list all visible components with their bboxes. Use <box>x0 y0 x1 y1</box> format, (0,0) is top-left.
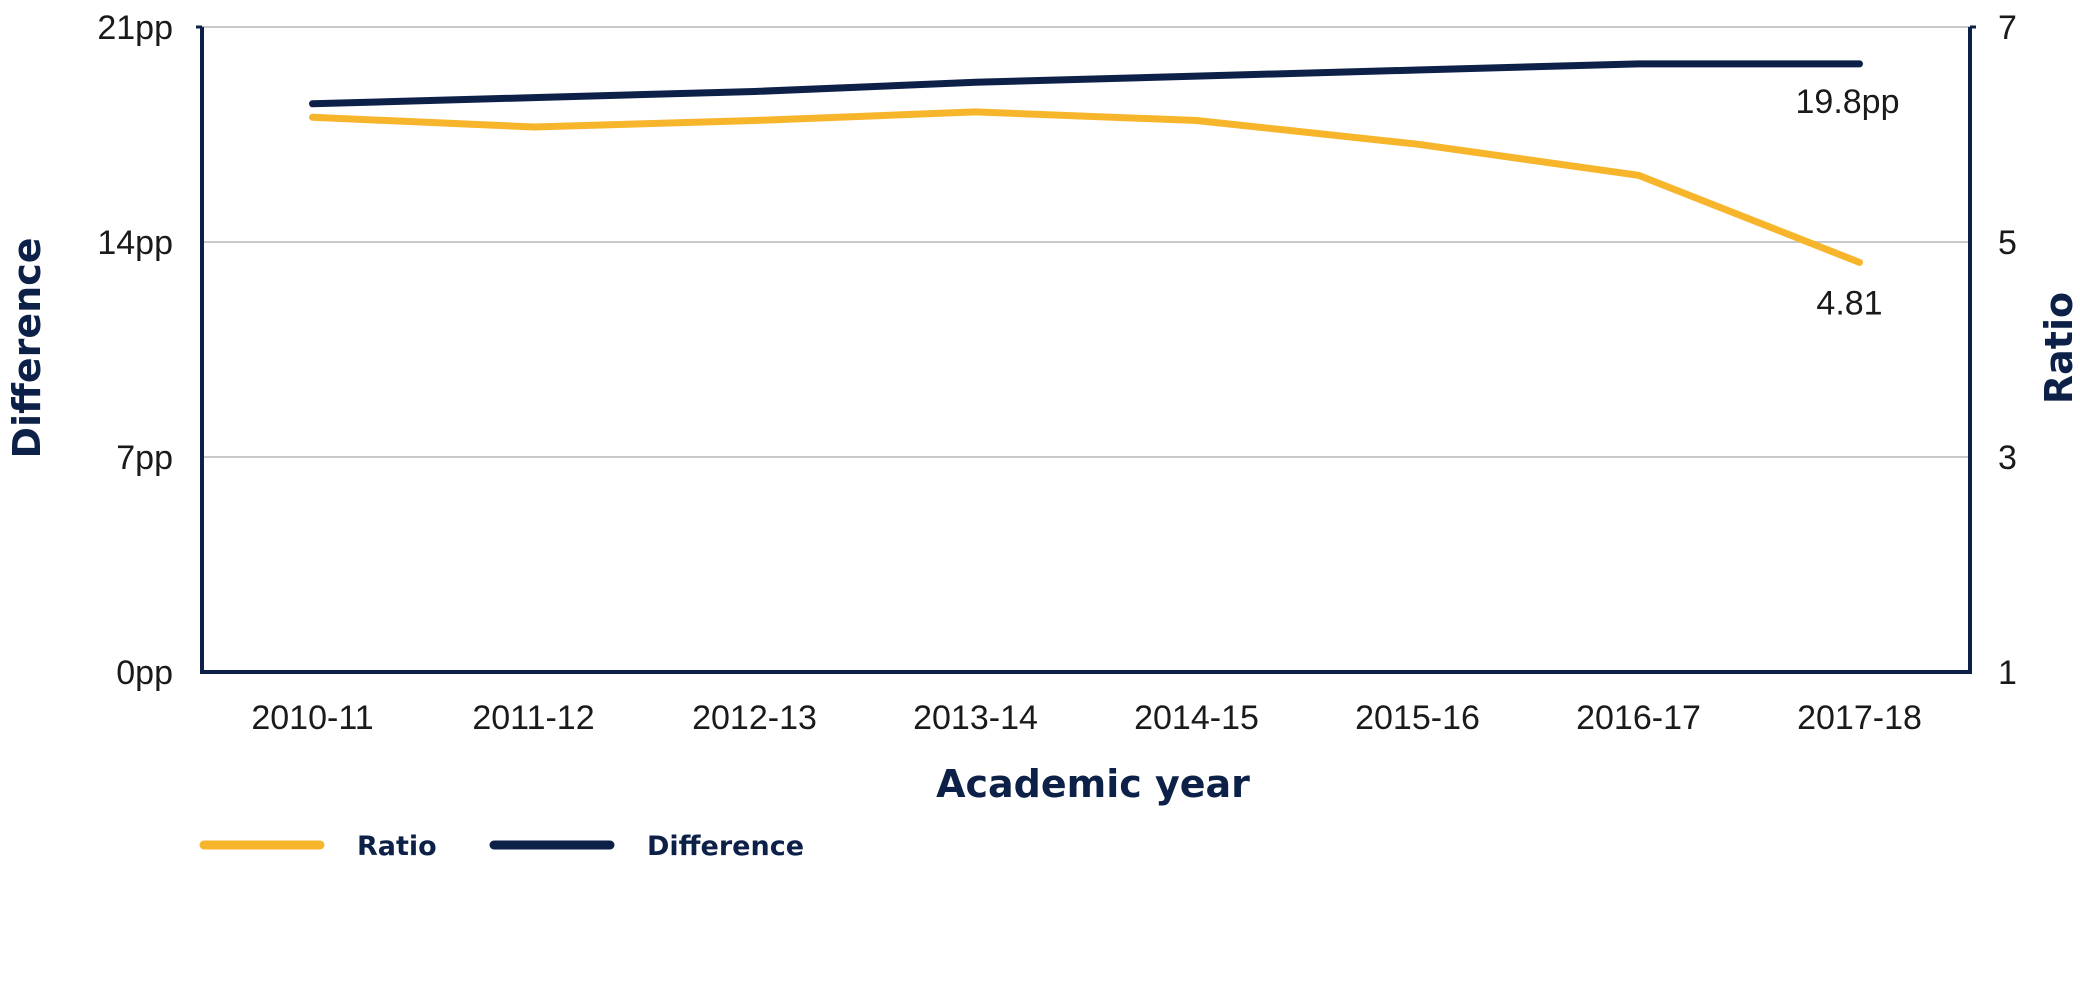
x-tick-label: 2013-14 <box>913 699 1038 737</box>
x-tick-label: 2012-13 <box>692 699 817 737</box>
right-tick-label: 3 <box>1998 439 2017 477</box>
end-label-ratio: 4.81 <box>1816 284 1882 322</box>
x-tick-label: 2010-11 <box>251 699 373 737</box>
x-axis-ticks: 2010-11 2011-12 2012-13 2013-14 2014-15 2015-… <box>251 699 1922 737</box>
right-axis-title: Ratio <box>2037 292 2080 404</box>
x-tick-label: 2015-16 <box>1355 699 1480 737</box>
end-labels: 4.81 19.8pp <box>1796 83 1900 323</box>
left-axis-title: Difference <box>5 238 49 459</box>
series-group <box>309 60 1863 266</box>
right-axis-ticks: 1 3 5 7 <box>1998 9 2017 692</box>
left-axis-ticks: 0pp 7pp 14pp 21pp <box>97 9 173 692</box>
left-tick-label: 7pp <box>116 439 173 477</box>
right-tick-label: 5 <box>1998 224 2017 262</box>
x-tick-label: 2017-18 <box>1797 699 1922 737</box>
left-tick-label: 21pp <box>97 9 173 47</box>
left-tick-label: 0pp <box>116 654 173 692</box>
series-line-ratio <box>309 108 1863 266</box>
series-line-difference <box>309 60 1863 108</box>
gridlines <box>202 26 1970 458</box>
axes <box>196 25 1976 674</box>
right-tick-label: 7 <box>1998 9 2017 47</box>
left-tick-label: 14pp <box>97 224 173 262</box>
legend: Ratio Difference <box>199 831 804 862</box>
x-tick-label: 2011-12 <box>472 699 594 737</box>
x-axis-title: Academic year <box>936 762 1250 806</box>
legend-label-difference: Difference <box>647 831 804 862</box>
right-tick-label: 1 <box>1998 654 2017 692</box>
end-label-difference: 19.8pp <box>1796 83 1900 121</box>
legend-label-ratio: Ratio <box>357 831 437 862</box>
x-tick-label: 2016-17 <box>1576 699 1701 737</box>
x-tick-label: 2014-15 <box>1134 699 1259 737</box>
